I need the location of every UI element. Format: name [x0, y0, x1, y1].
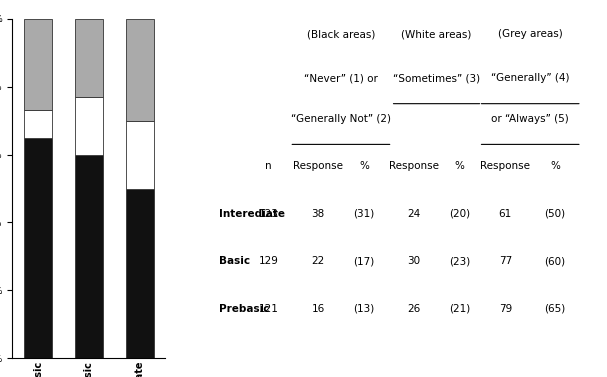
Text: 26: 26 [407, 304, 420, 314]
Text: (17): (17) [353, 256, 375, 267]
Text: “Sometimes” (3): “Sometimes” (3) [393, 73, 480, 83]
Text: “Generally Not” (2): “Generally Not” (2) [291, 114, 391, 124]
Text: %: % [550, 161, 560, 172]
Text: (65): (65) [544, 304, 566, 314]
Text: (23): (23) [449, 256, 470, 267]
Text: 79: 79 [499, 304, 512, 314]
Bar [75, 155, 103, 358]
Text: (Black areas): (Black areas) [307, 29, 375, 39]
Text: 24: 24 [407, 209, 420, 219]
Text: 129: 129 [259, 256, 278, 267]
Text: Response: Response [388, 161, 439, 172]
Text: %: % [455, 161, 464, 172]
Text: or “Always” (5): or “Always” (5) [491, 114, 569, 124]
Text: 61: 61 [499, 209, 512, 219]
Text: Response: Response [293, 161, 343, 172]
Text: “Generally” (4): “Generally” (4) [491, 73, 569, 83]
Text: (Grey areas): (Grey areas) [498, 29, 563, 39]
Text: n: n [265, 161, 271, 172]
Bar [75, 97, 103, 155]
Bar [126, 19, 154, 121]
Text: 121: 121 [259, 304, 278, 314]
Bar [126, 121, 154, 188]
Bar [24, 19, 52, 110]
Text: “Never” (1) or: “Never” (1) or [304, 73, 378, 83]
Bar [24, 110, 52, 138]
Text: 22: 22 [311, 256, 325, 267]
Text: 123: 123 [259, 209, 278, 219]
Text: (20): (20) [449, 209, 470, 219]
Text: (50): (50) [544, 209, 566, 219]
Text: (White areas): (White areas) [401, 29, 472, 39]
Text: Prebasic: Prebasic [219, 304, 269, 314]
Text: 38: 38 [311, 209, 325, 219]
Text: (60): (60) [544, 256, 566, 267]
Text: (13): (13) [353, 304, 375, 314]
Text: 30: 30 [407, 256, 420, 267]
Text: (31): (31) [353, 209, 375, 219]
Text: Interediate: Interediate [219, 209, 285, 219]
Text: Response: Response [480, 161, 531, 172]
Bar [75, 19, 103, 97]
Text: 77: 77 [499, 256, 512, 267]
Text: %: % [359, 161, 369, 172]
Bar [24, 138, 52, 358]
Text: (21): (21) [449, 304, 470, 314]
Text: 16: 16 [311, 304, 325, 314]
Text: Basic: Basic [219, 256, 249, 267]
Bar [126, 188, 154, 358]
